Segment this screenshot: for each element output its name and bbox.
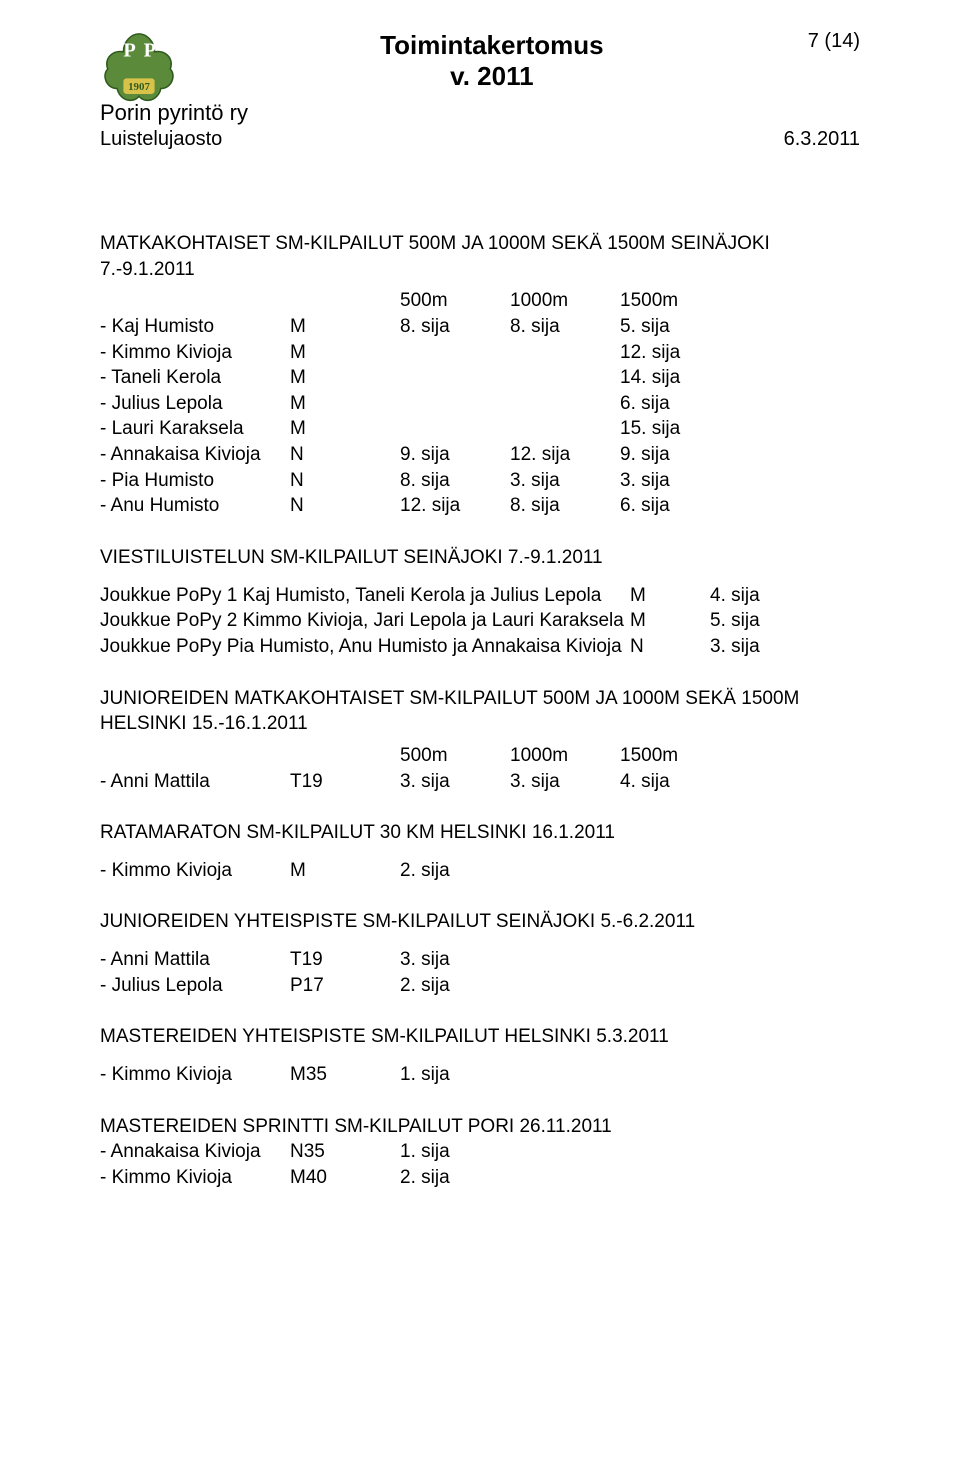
col-1000: 1000m [510,743,620,769]
svg-text:P: P [123,40,135,62]
sec4-title: RATAMARATON SM-KILPAILUT 30 KM HELSINKI … [100,820,860,846]
table-row: - Annakaisa KiviojaN351. sija [100,1139,510,1165]
sec3-title-line1: JUNIOREIDEN MATKAKOHTAISET SM-KILPAILUT … [100,688,799,709]
col-500: 500m [400,288,510,314]
org-block: Porin pyrintö ry Luistelujaosto 6.3.2011 [100,100,860,151]
sec3-title: JUNIOREIDEN MATKAKOHTAISET SM-KILPAILUT … [100,686,860,737]
page: P P 1907 Toimintakertomus v. 2011 7 (14)… [0,0,960,1459]
table-row: - Annakaisa KiviojaN9. sija12. sija9. si… [100,442,730,468]
col-1500: 1500m [620,743,730,769]
table-row: - Kimmo KiviojaM402. sija [100,1165,510,1191]
dept-row: Luistelujaosto 6.3.2011 [100,128,860,151]
org-name: Porin pyrintö ry [100,100,860,126]
table-row: - Julius LepolaP172. sija [100,973,510,999]
table-row: Joukkue PoPy 1 Kaj Humisto, Taneli Kerol… [100,583,860,609]
svg-text:P: P [144,40,156,62]
sec5-table: - Anni MattilaT193. sija - Julius Lepola… [100,947,510,998]
sec2-title: VIESTILUISTELUN SM-KILPAILUT SEINÄJOKI 7… [100,545,860,571]
table-row: - Kimmo KiviojaM351. sija [100,1062,510,1088]
sec6-title: MASTEREIDEN YHTEISPISTE SM-KILPAILUT HEL… [100,1024,860,1050]
table-row: - Taneli KerolaM14. sija [100,365,730,391]
sec1-table: 500m 1000m 1500m - Kaj HumistoM8. sija8.… [100,288,730,519]
header-row: P P 1907 Toimintakertomus v. 2011 7 (14) [100,30,860,108]
doc-title-line1: Toimintakertomus [196,30,788,61]
table-row: - Lauri KarakselaM15. sija [100,416,730,442]
header-center: Toimintakertomus v. 2011 [196,30,788,92]
doc-date: 6.3.2011 [784,128,860,151]
table-row: - Pia HumistoN8. sija3. sija3. sija [100,468,730,494]
table-row: - Julius LepolaM6. sija [100,391,730,417]
table-row: Joukkue PoPy 2 Kimmo Kivioja, Jari Lepol… [100,608,860,634]
table-row: - Kimmo KiviojaM12. sija [100,340,730,366]
table-row: - Anu HumistoN12. sija8. sija6. sija [100,493,730,519]
table-row: - Kaj HumistoM8. sija8. sija5. sija [100,314,730,340]
sec3-table: 500m 1000m 1500m - Anni MattilaT193. sij… [100,743,730,794]
svg-text:1907: 1907 [128,81,150,93]
sec5-title: JUNIOREIDEN YHTEISPISTE SM-KILPAILUT SEI… [100,909,860,935]
sec6-table: - Kimmo KiviojaM351. sija [100,1062,510,1088]
table-row: - Anni MattilaT193. sija [100,947,510,973]
sec7-title: MASTEREIDEN SPRINTTI SM-KILPAILUT PORI 2… [100,1114,860,1140]
table-row: - Kimmo KiviojaM2. sija [100,858,510,884]
sec1-header-row: 500m 1000m 1500m [100,288,730,314]
content: MATKAKOHTAISET SM-KILPAILUT 500M JA 1000… [100,231,860,1191]
sec3-header-row: 500m 1000m 1500m [100,743,730,769]
department: Luistelujaosto [100,128,222,151]
table-row: Joukkue PoPy Pia Humisto, Anu Humisto ja… [100,634,860,660]
sec1-title: MATKAKOHTAISET SM-KILPAILUT 500M JA 1000… [100,231,860,282]
sec7-table: - Annakaisa KiviojaN351. sija - Kimmo Ki… [100,1139,510,1190]
sec4-table: - Kimmo KiviojaM2. sija [100,858,510,884]
col-1000: 1000m [510,288,620,314]
table-row: - Anni MattilaT193. sija3. sija4. sija [100,769,730,795]
club-logo: P P 1907 [100,30,178,108]
sec3-title-line2: HELSINKI 15.-16.1.2011 [100,713,308,734]
col-500: 500m [400,743,510,769]
page-number: 7 (14) [808,30,860,53]
col-1500: 1500m [620,288,730,314]
doc-title-line2: v. 2011 [196,61,788,92]
